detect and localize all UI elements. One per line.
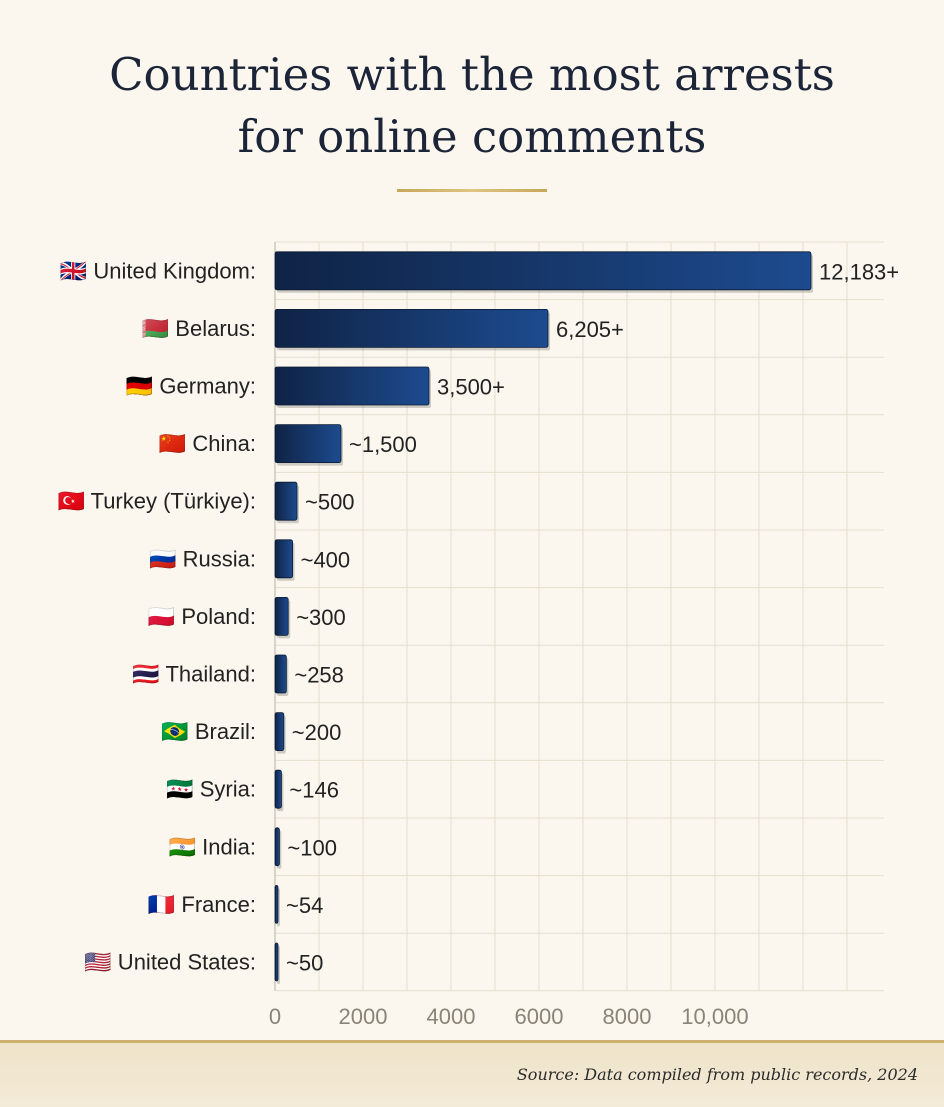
bar [274,366,430,406]
bar [274,308,549,348]
chart-title-line-2: for online comments [237,110,707,163]
chart-title-line-1: Countries with the most arrests [109,48,835,101]
footer: Source: Data compiled from public record… [0,1040,944,1107]
value-label: ~50 [286,951,323,976]
category-label: 🇮🇳 India: [169,834,256,859]
category-label: 🇷🇺 Russia: [149,546,256,571]
category-label: 🇬🇧 United Kingdom: [60,258,256,283]
bar [274,654,287,694]
bar-chart: 🇬🇧 United Kingdom: 12,183+ 🇧🇾 Belarus: 6,20… [57,241,899,1029]
title-divider [397,189,547,192]
value-label: ~258 [294,663,344,688]
bar [274,712,285,751]
chart-title: Countries with the most arrests for onli… [0,44,944,168]
bar [274,885,279,924]
value-label: 6,205+ [556,317,624,342]
value-label: ~146 [289,778,339,803]
bar [274,424,342,464]
category-label: 🇧🇷 Brazil: [161,719,256,744]
category-label: 🇹🇭 Thailand: [132,662,256,687]
value-label: ~300 [296,605,346,630]
category-label: 🇫🇷 France: [148,892,256,917]
x-tick-label: 6000 [514,1004,563,1029]
category-label: 🇨🇳 China: [159,431,256,456]
value-label: 3,500+ [437,375,505,400]
bars [274,251,813,984]
bar [274,769,282,809]
value-label: ~100 [287,835,337,860]
value-label: 12,183+ [819,259,899,284]
x-tick-label: 4000 [427,1004,476,1029]
value-label: ~1,500 [349,432,417,457]
x-tick-label: 0 [269,1004,281,1029]
labels: 🇬🇧 United Kingdom: 12,183+ 🇧🇾 Belarus: 6,20… [57,258,899,1029]
source-note: Source: Data compiled from public record… [516,1065,918,1084]
category-label: 🇩🇪 Germany: [126,374,256,399]
bar [274,597,289,636]
x-tick-label: 10,000 [681,1004,748,1029]
bar [274,942,279,982]
category-label: 🇸🇾 Syria: [166,777,256,802]
value-label: ~500 [305,490,355,515]
x-tick-label: 8000 [602,1004,651,1029]
category-label: 🇺🇸 United States: [84,950,256,975]
x-tick-label: 2000 [339,1004,388,1029]
value-label: ~54 [286,893,323,918]
bar [274,481,298,521]
bar [274,539,293,579]
value-label: ~400 [301,547,351,572]
bar [274,827,280,867]
category-label: 🇹🇷 Turkey (Türkiye): [57,489,256,514]
category-label: 🇵🇱 Poland: [148,604,256,629]
value-label: ~200 [292,720,342,745]
bar [274,251,812,291]
grid [274,241,884,992]
category-label: 🇧🇾 Belarus: [142,316,256,341]
